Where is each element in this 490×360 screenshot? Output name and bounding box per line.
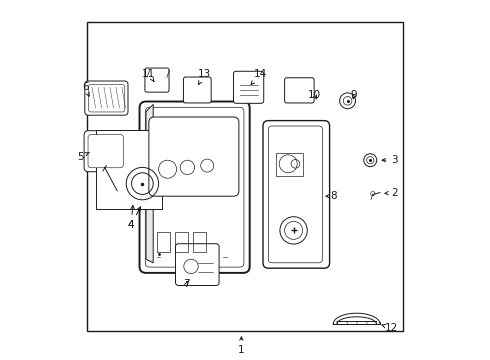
FancyBboxPatch shape: [233, 71, 264, 103]
Bar: [157, 232, 171, 252]
Text: 13: 13: [197, 69, 211, 85]
Text: 12: 12: [382, 323, 398, 333]
Text: 3: 3: [382, 155, 398, 165]
Bar: [193, 232, 206, 252]
FancyBboxPatch shape: [85, 81, 128, 115]
FancyBboxPatch shape: [263, 121, 330, 268]
Polygon shape: [146, 104, 153, 263]
Text: 6: 6: [82, 82, 89, 96]
Text: 11: 11: [142, 69, 155, 82]
Text: 14: 14: [251, 69, 267, 85]
FancyBboxPatch shape: [285, 78, 314, 103]
Text: 4: 4: [127, 207, 141, 230]
FancyBboxPatch shape: [183, 77, 211, 103]
FancyBboxPatch shape: [149, 117, 239, 196]
Bar: [275, 153, 303, 176]
FancyBboxPatch shape: [175, 244, 219, 285]
Bar: [175, 232, 189, 252]
Text: 10: 10: [308, 90, 321, 100]
FancyBboxPatch shape: [88, 85, 125, 112]
Text: 8: 8: [326, 191, 337, 201]
Text: 4: 4: [127, 206, 134, 230]
FancyBboxPatch shape: [88, 135, 123, 168]
Bar: [96, 130, 162, 209]
Text: 9: 9: [351, 90, 357, 100]
Text: 2: 2: [385, 188, 398, 198]
Text: 1: 1: [238, 337, 245, 355]
Text: 5: 5: [77, 152, 89, 162]
FancyBboxPatch shape: [84, 131, 127, 172]
Text: 7: 7: [183, 279, 190, 289]
FancyBboxPatch shape: [145, 68, 169, 92]
Bar: [87, 22, 403, 331]
FancyBboxPatch shape: [140, 102, 250, 273]
